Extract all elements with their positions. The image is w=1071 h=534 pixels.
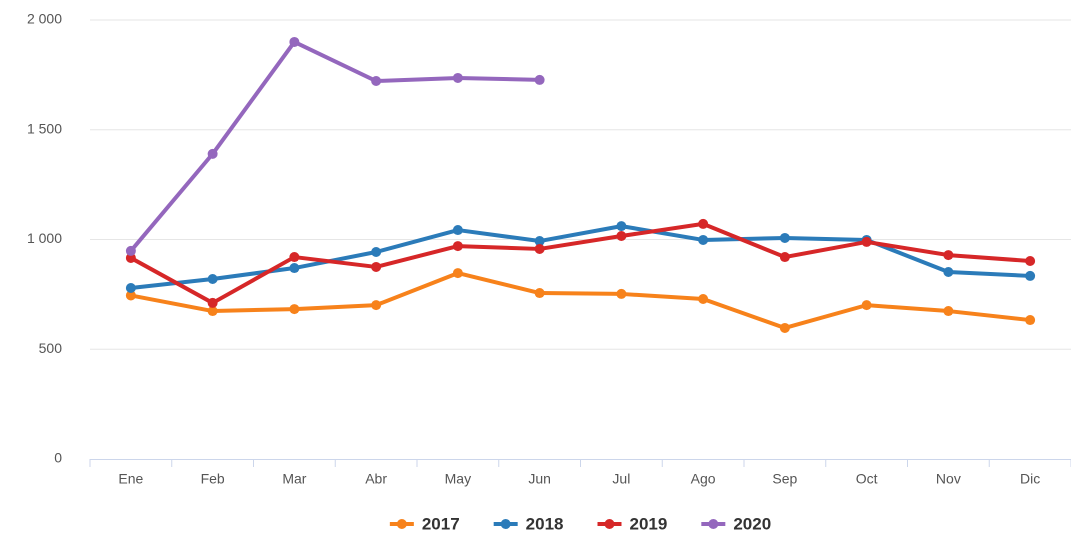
point bbox=[698, 234, 709, 245]
series-line bbox=[129, 221, 1031, 305]
legend-marker bbox=[500, 519, 511, 529]
point bbox=[779, 252, 790, 263]
point bbox=[125, 245, 136, 256]
x-tick-label: Jun bbox=[528, 471, 551, 487]
point bbox=[452, 241, 463, 252]
legend-label: 2020 bbox=[733, 514, 771, 533]
legend-marker bbox=[708, 519, 719, 529]
point bbox=[125, 283, 136, 294]
point bbox=[861, 300, 872, 311]
x-tick-label: Sep bbox=[772, 471, 797, 487]
series-line bbox=[130, 271, 1031, 330]
point bbox=[289, 252, 300, 263]
point bbox=[289, 36, 300, 47]
point bbox=[371, 76, 382, 87]
point bbox=[534, 243, 545, 254]
series-line bbox=[129, 39, 540, 253]
point bbox=[1025, 256, 1036, 267]
point bbox=[616, 230, 627, 241]
legend: 2017 2018 2019 2020 bbox=[389, 514, 771, 533]
legend-marker bbox=[604, 519, 615, 529]
y-tick-label: 1 500 bbox=[27, 120, 62, 136]
point bbox=[289, 263, 300, 274]
point bbox=[698, 293, 709, 304]
point bbox=[125, 252, 136, 263]
series bbox=[125, 268, 1036, 333]
point bbox=[452, 225, 463, 236]
legend-item: 2020 bbox=[701, 514, 771, 533]
series bbox=[125, 221, 1036, 294]
point bbox=[943, 250, 954, 261]
point bbox=[779, 322, 790, 333]
point bbox=[534, 288, 545, 299]
point bbox=[616, 221, 627, 232]
x-tick-label: Abr bbox=[365, 471, 387, 487]
legend-label: 2019 bbox=[630, 514, 668, 533]
legend-label: 2017 bbox=[422, 514, 460, 533]
point bbox=[698, 218, 709, 229]
point bbox=[534, 74, 545, 85]
point bbox=[207, 297, 218, 308]
y-tick-label: 1 000 bbox=[27, 230, 62, 246]
point bbox=[207, 274, 218, 285]
point bbox=[371, 261, 382, 272]
legend-item: 2019 bbox=[597, 514, 668, 533]
x-tick-label: Jul bbox=[612, 471, 630, 487]
series-line bbox=[130, 224, 1031, 290]
series bbox=[125, 218, 1036, 308]
y-tick-label: 2 000 bbox=[27, 11, 62, 27]
y-tick-label: 500 bbox=[39, 340, 63, 356]
point bbox=[207, 306, 218, 317]
point bbox=[943, 266, 954, 277]
point bbox=[452, 72, 463, 83]
x-tick-label: Ago bbox=[691, 471, 716, 487]
x-tick-label: Mar bbox=[282, 471, 306, 487]
point bbox=[1025, 315, 1036, 326]
point bbox=[452, 268, 463, 279]
x-tick-label: Feb bbox=[201, 471, 225, 487]
x-tick-label: Ene bbox=[118, 471, 143, 487]
point bbox=[779, 232, 790, 243]
legend-label: 2018 bbox=[526, 514, 564, 533]
x-tick-label: May bbox=[445, 471, 471, 487]
point bbox=[371, 300, 382, 311]
point bbox=[534, 236, 545, 247]
point bbox=[943, 306, 954, 317]
point bbox=[861, 236, 872, 247]
x-tick-label: Dic bbox=[1020, 471, 1040, 487]
series bbox=[125, 36, 545, 256]
legend-item: 2017 bbox=[389, 514, 460, 533]
point bbox=[1025, 270, 1036, 281]
x-tick-label: Nov bbox=[936, 471, 961, 487]
point bbox=[616, 288, 627, 299]
x-tick-label: Oct bbox=[856, 471, 878, 487]
legend-item: 2018 bbox=[493, 514, 564, 533]
point bbox=[207, 148, 218, 159]
point bbox=[289, 304, 300, 315]
point bbox=[125, 290, 136, 301]
legend-marker bbox=[396, 519, 407, 529]
y-tick-label: 0 bbox=[54, 450, 62, 466]
point bbox=[371, 247, 382, 258]
